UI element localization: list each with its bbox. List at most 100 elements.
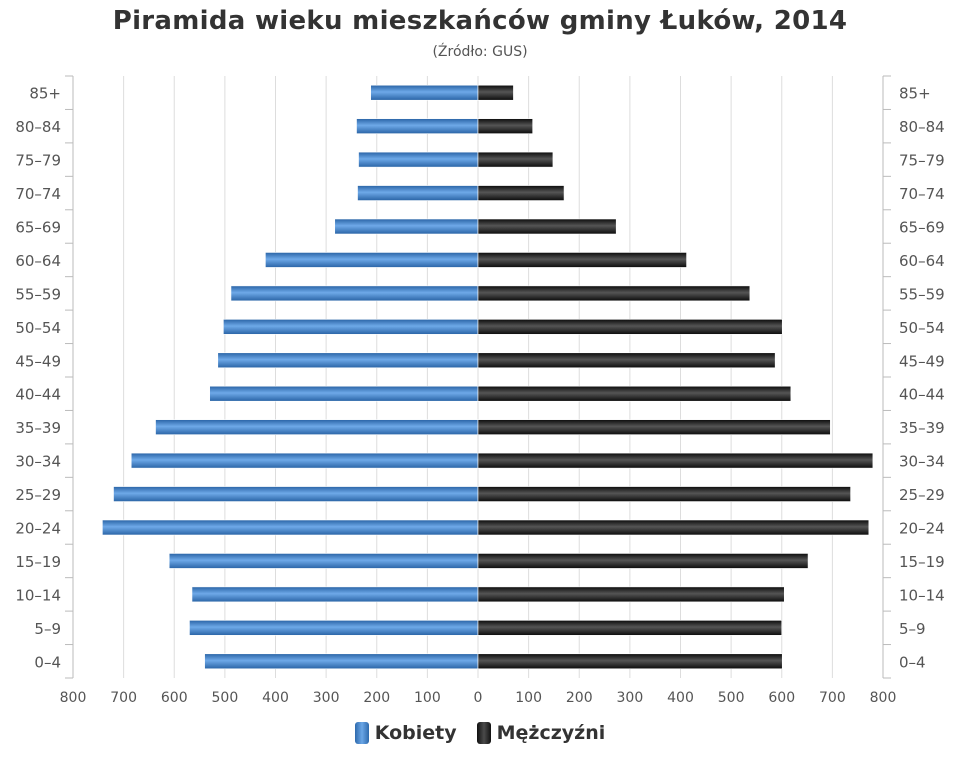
x-tick-label: 400 (667, 690, 694, 706)
bar-female (356, 118, 479, 134)
bar-female (113, 486, 479, 502)
bar-male (477, 519, 870, 536)
y-label-right: 85+ (899, 85, 931, 103)
x-tick-label: 300 (617, 690, 644, 706)
x-tick-label: 300 (313, 690, 340, 706)
bar-female (209, 385, 479, 402)
legend-item-female[interactable]: Kobiety (354, 722, 457, 744)
x-tick-label: 600 (161, 690, 188, 706)
bar-male (477, 319, 783, 335)
y-label-right: 5–9 (899, 620, 926, 638)
y-label-right: 0–4 (899, 653, 926, 671)
bar-female (191, 586, 479, 603)
grid-lines (123, 76, 833, 678)
bar-female (230, 285, 479, 302)
y-label-left: 50–54 (15, 319, 61, 337)
legend-swatch-female (354, 722, 369, 744)
bars (102, 84, 874, 670)
chart-title: Piramida wieku mieszkańców gminy Łuków, … (112, 6, 848, 36)
bar-male (477, 252, 687, 268)
y-label-right: 15–19 (899, 553, 945, 571)
bar-female (189, 620, 479, 636)
y-label-left: 40–44 (15, 386, 61, 404)
y-label-right: 10–14 (899, 586, 945, 604)
bar-male (477, 185, 565, 201)
y-label-left: 55–59 (15, 285, 61, 303)
x-tick-label: 600 (768, 690, 795, 706)
legend: Kobiety Mężczyźni (0, 722, 960, 744)
y-label-left: 15–19 (15, 553, 61, 571)
bar-female (265, 252, 479, 268)
y-label-right: 50–54 (899, 319, 945, 337)
y-label-left: 25–29 (15, 486, 61, 504)
bar-male (477, 553, 809, 569)
legend-swatch-male (476, 722, 491, 744)
bar-male (477, 151, 554, 168)
bar-female (217, 352, 479, 369)
x-tick-label: 500 (212, 690, 239, 706)
y-label-left: 70–74 (15, 185, 61, 203)
bar-male (477, 653, 783, 670)
bar-female (223, 319, 479, 335)
axes: 800 700 600 500 400 300 200 100 0 100 200 300 400 500… (15, 75, 945, 706)
x-tick-label: 400 (262, 690, 289, 706)
bar-male (477, 620, 783, 636)
y-label-left: 75–79 (15, 152, 61, 170)
bar-female (155, 419, 479, 435)
y-label-left: 65–69 (15, 219, 61, 237)
y-label-right: 30–34 (899, 453, 945, 471)
x-tick-label: 700 (819, 690, 846, 706)
x-tick-label: 0 (474, 690, 483, 706)
x-tick-label: 800 (870, 690, 897, 706)
y-label-right: 40–44 (899, 386, 945, 404)
bar-male (477, 385, 792, 402)
x-tick-label: 100 (515, 690, 542, 706)
bar-female (168, 553, 479, 569)
x-tick-label: 100 (414, 690, 441, 706)
legend-label-male: Mężczyźni (496, 722, 606, 744)
y-label-left: 30–34 (15, 453, 61, 471)
x-tick-label: 700 (110, 690, 137, 706)
bar-female (370, 84, 479, 101)
bar-female (334, 218, 479, 235)
y-label-right: 25–29 (899, 486, 945, 504)
y-label-right: 80–84 (899, 118, 945, 136)
y-label-left: 45–49 (15, 352, 61, 370)
y-label-right: 20–24 (899, 520, 945, 538)
y-label-right: 65–69 (899, 219, 945, 237)
bar-male (477, 419, 831, 435)
x-tick-label: 200 (566, 690, 593, 706)
y-label-left: 35–39 (15, 419, 61, 437)
y-label-left: 80–84 (15, 118, 61, 136)
bar-male (477, 486, 851, 502)
y-label-left: 85+ (29, 85, 61, 103)
y-label-right: 70–74 (899, 185, 945, 203)
legend-label-female: Kobiety (374, 722, 457, 744)
bar-male (477, 452, 874, 469)
y-label-left: 20–24 (15, 520, 61, 538)
x-tick-label: 800 (60, 690, 87, 706)
bar-female (102, 519, 479, 536)
y-label-left: 0–4 (34, 653, 61, 671)
bar-male (477, 118, 533, 134)
y-label-right: 55–59 (899, 285, 945, 303)
bar-female (358, 151, 479, 168)
legend-item-male[interactable]: Mężczyźni (476, 722, 606, 744)
y-label-right: 35–39 (899, 419, 945, 437)
bar-male (477, 84, 514, 101)
bar-female (204, 653, 479, 670)
bar-female (130, 452, 479, 469)
x-tick-label: 200 (363, 690, 390, 706)
bar-female (357, 185, 479, 201)
y-label-right: 60–64 (899, 252, 945, 270)
chart-subtitle: (Źródło: GUS) (432, 44, 528, 60)
bar-male (477, 218, 617, 235)
y-label-right: 45–49 (899, 352, 945, 370)
bar-male (477, 352, 776, 369)
y-label-left: 10–14 (15, 586, 61, 604)
y-label-right: 75–79 (899, 152, 945, 170)
bar-male (477, 586, 785, 603)
x-tick-label: 500 (718, 690, 745, 706)
y-label-left: 60–64 (15, 252, 61, 270)
